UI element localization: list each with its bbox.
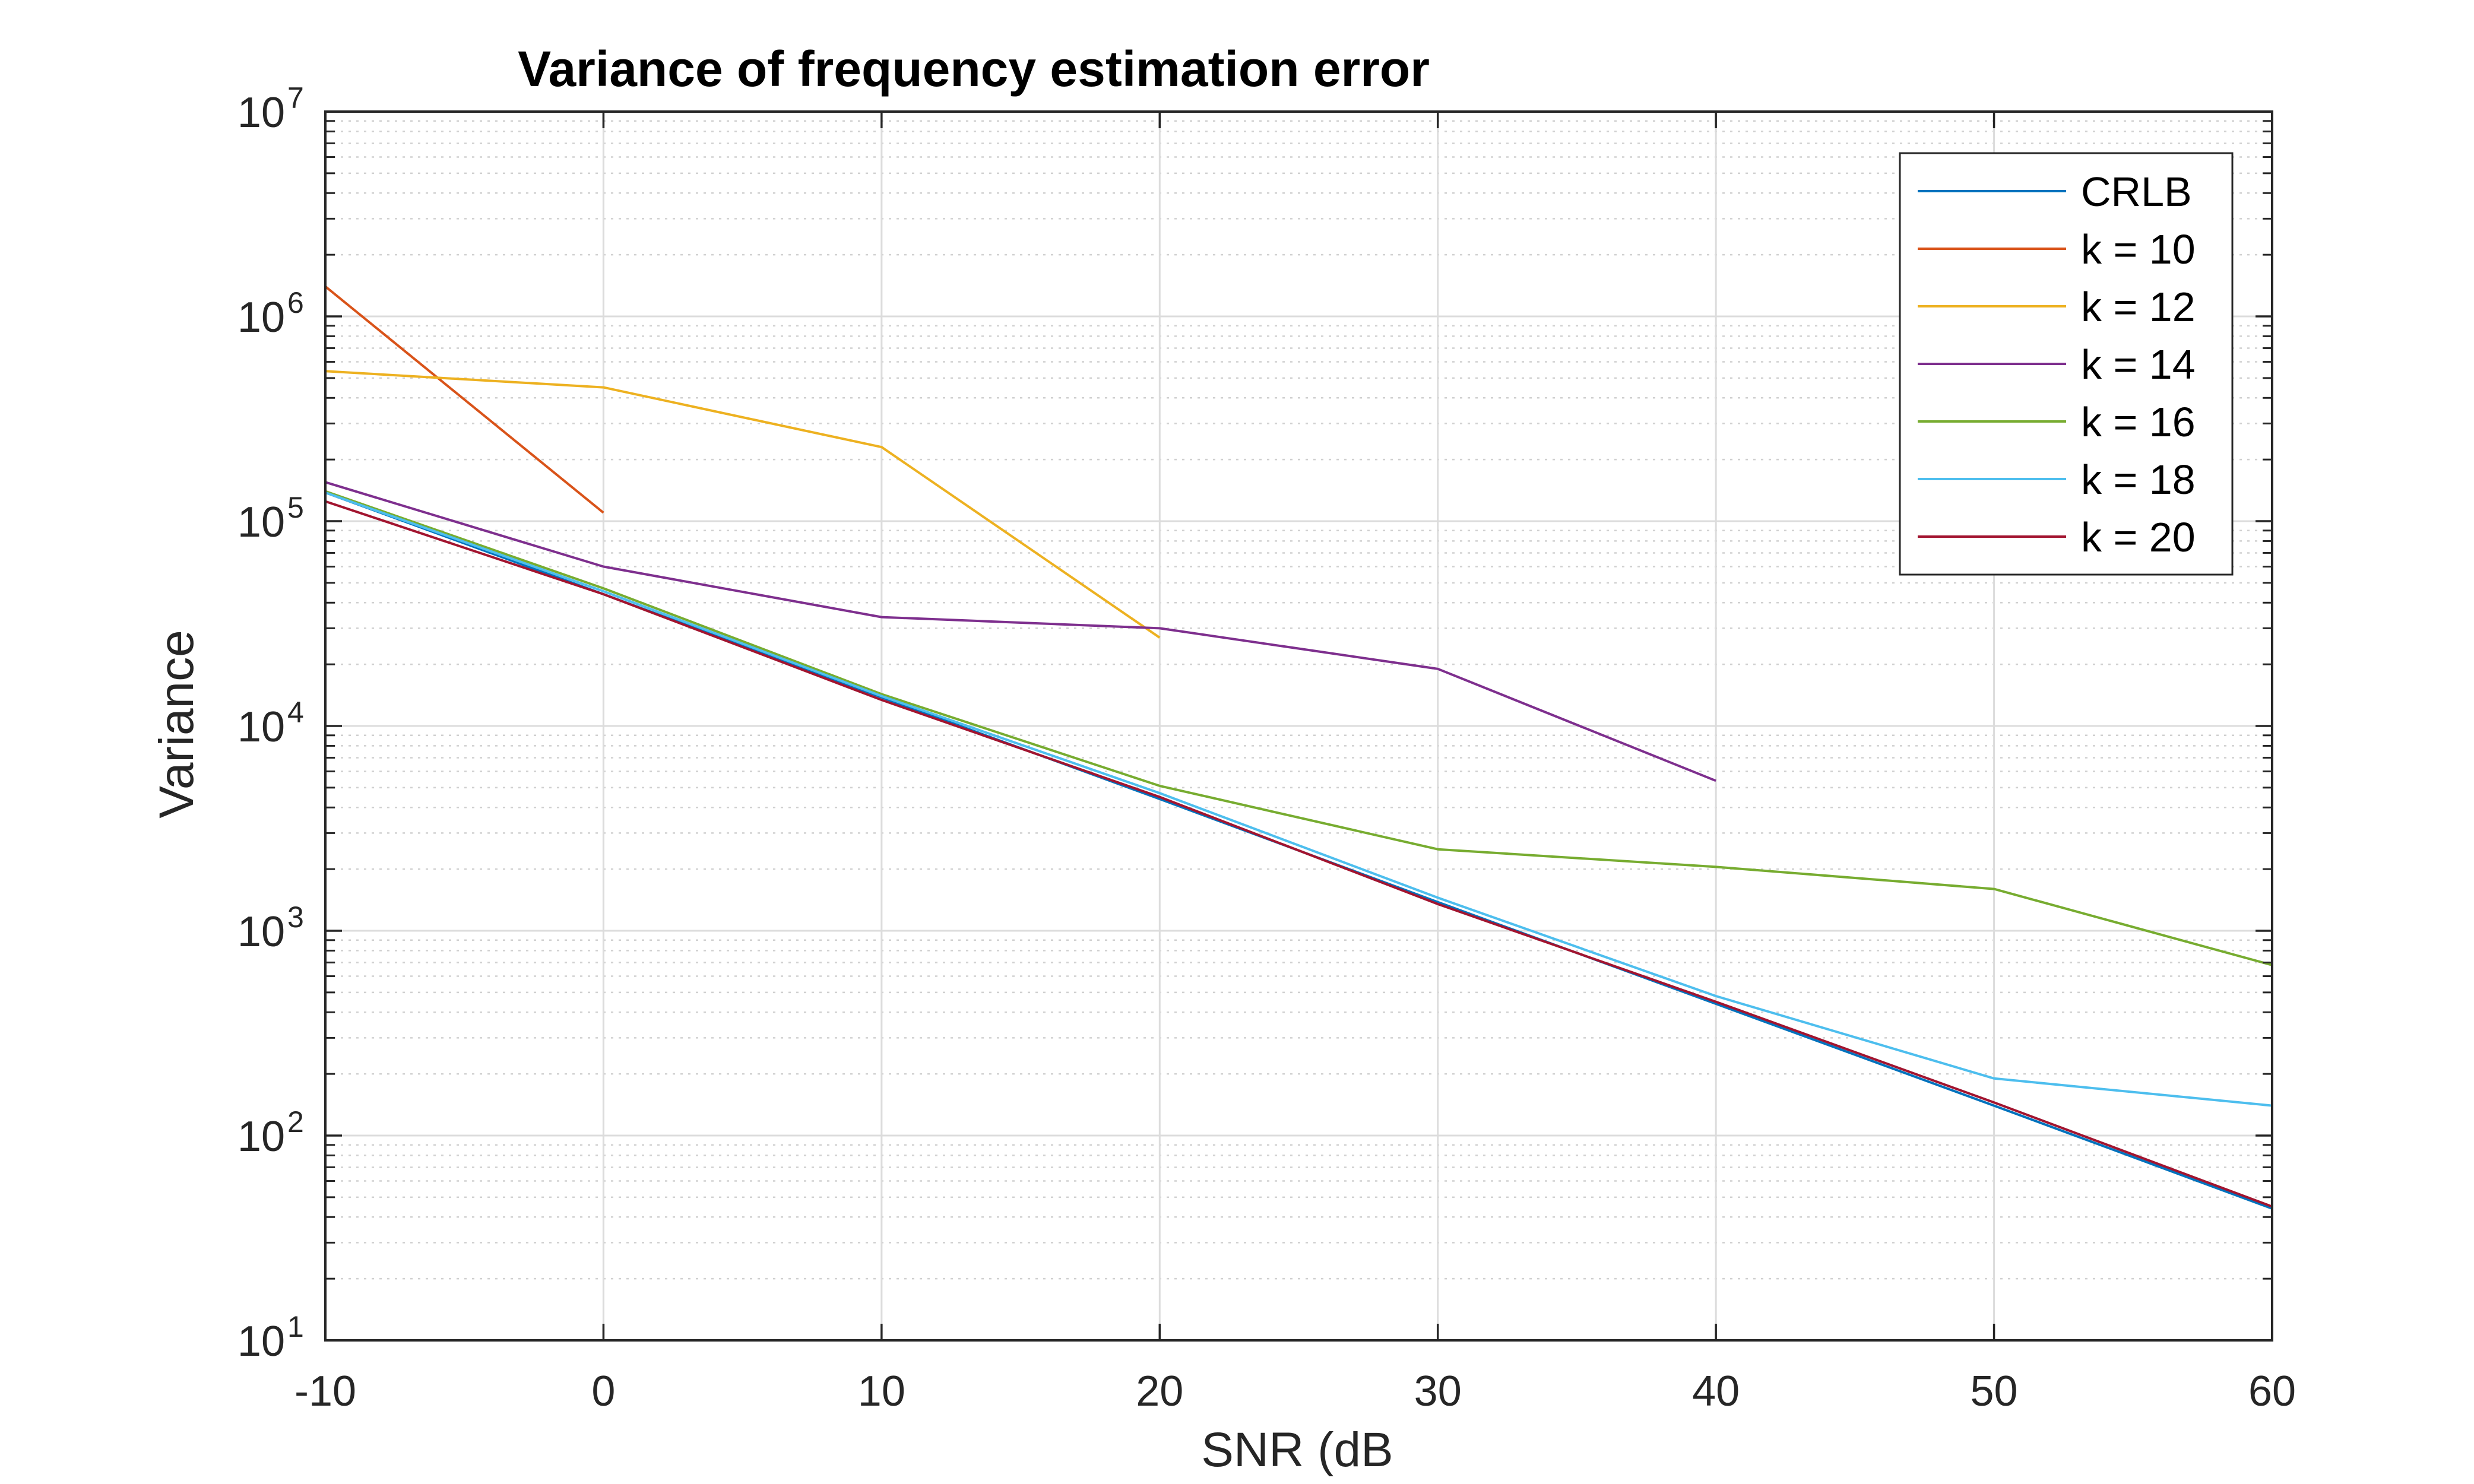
series-line-k-20 bbox=[325, 500, 2273, 1208]
y-tick-label: 10 bbox=[237, 908, 285, 956]
series-line-k-18 bbox=[325, 491, 2273, 1107]
tick-marks-layer bbox=[324, 110, 2273, 1342]
x-tick-labels: -10 0 10 20 30 40 50 60 bbox=[294, 1368, 2296, 1415]
y-tick-base: 10 bbox=[237, 499, 285, 546]
y-tick-exponent: 6 bbox=[287, 286, 304, 319]
x-tick-label: 60 bbox=[2248, 1368, 2296, 1415]
y-tick-exponent: 7 bbox=[287, 81, 304, 115]
x-tick-label: 0 bbox=[591, 1368, 615, 1415]
legend-label-k-10: k = 10 bbox=[2081, 226, 2196, 272]
chart-title: Variance of frequency estimation error bbox=[518, 41, 1430, 97]
x-tick-label: 50 bbox=[1971, 1368, 2018, 1415]
y-tick-label: 10 bbox=[237, 294, 285, 341]
series-line-k-12 bbox=[325, 370, 1161, 639]
y-axis-label: Variance bbox=[150, 630, 204, 819]
y-tick-exponent: 5 bbox=[287, 491, 304, 524]
y-tick-exponent: 1 bbox=[287, 1310, 304, 1343]
x-tick-label: 30 bbox=[1414, 1368, 1462, 1415]
x-tick-label: 40 bbox=[1692, 1368, 1740, 1415]
series-line-k-16 bbox=[325, 490, 2273, 966]
y-tick-exponent: 3 bbox=[287, 900, 304, 934]
series-layer bbox=[324, 286, 2273, 1210]
legend-label-k-16: k = 16 bbox=[2081, 399, 2196, 445]
legend: CRLB k = 10 k = 12 k = 14 k = 16 k = 18 k = 20 bbox=[1899, 152, 2234, 576]
series-line-k-14 bbox=[325, 481, 1716, 782]
y-tick-exponent: 4 bbox=[287, 696, 304, 729]
legend-label-k-18: k = 18 bbox=[2081, 456, 2196, 503]
y-tick-label: 10 bbox=[237, 703, 285, 751]
y-tick-label: 10 bbox=[237, 499, 285, 546]
series-line-k-10 bbox=[324, 286, 604, 514]
y-tick-base: 10 bbox=[237, 89, 285, 137]
y-tick-exponent: 2 bbox=[287, 1105, 304, 1139]
y-tick-base: 10 bbox=[237, 1318, 285, 1365]
legend-entries: CRLB k = 10 k = 12 k = 14 k = 16 k = 18 k = 20 bbox=[1918, 169, 2196, 560]
y-tick-base: 10 bbox=[237, 294, 285, 341]
legend-label-crlb: CRLB bbox=[2081, 169, 2192, 215]
x-tick-label: 10 bbox=[858, 1368, 905, 1415]
legend-label-k-12: k = 12 bbox=[2081, 284, 2196, 330]
x-tick-label: -10 bbox=[294, 1368, 356, 1415]
x-tick-label: 20 bbox=[1136, 1368, 1183, 1415]
legend-label-k-20: k = 20 bbox=[2081, 514, 2196, 560]
y-tick-base: 10 bbox=[237, 1113, 285, 1160]
x-axis-label: SNR (dB bbox=[1201, 1423, 1393, 1477]
y-tick-base: 10 bbox=[237, 703, 285, 751]
y-tick-label: 10 bbox=[237, 1113, 285, 1160]
y-tick-label: 10 bbox=[237, 89, 285, 137]
y-tick-label: 10 bbox=[237, 1318, 285, 1365]
legend-label-k-14: k = 14 bbox=[2081, 341, 2196, 388]
y-tick-base: 10 bbox=[237, 908, 285, 956]
